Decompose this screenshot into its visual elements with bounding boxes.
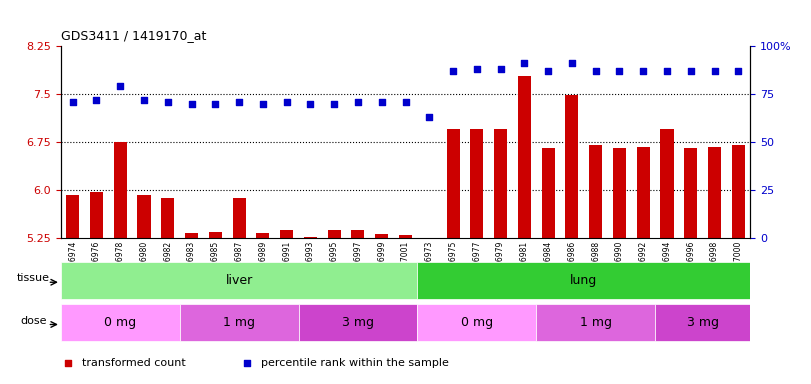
Bar [161, 198, 174, 238]
Bar [589, 145, 603, 238]
Bar [418, 262, 750, 299]
Point [233, 99, 246, 105]
Bar [655, 304, 750, 341]
Text: percentile rank within the sample: percentile rank within the sample [260, 358, 448, 368]
Point [90, 97, 103, 103]
Point [518, 60, 531, 66]
Bar [304, 237, 317, 238]
Point [351, 99, 364, 105]
Bar [114, 142, 127, 238]
Point [138, 97, 151, 103]
Bar [418, 304, 536, 341]
Point [494, 66, 507, 72]
Bar [684, 149, 697, 238]
Bar [233, 198, 246, 238]
Text: 3 mg: 3 mg [342, 316, 374, 329]
Point [399, 99, 412, 105]
Point [708, 68, 721, 74]
Bar [328, 230, 341, 238]
Point [67, 99, 79, 105]
Text: GDS3411 / 1419170_at: GDS3411 / 1419170_at [61, 29, 206, 42]
Bar [61, 304, 180, 341]
Point [375, 99, 388, 105]
Bar [637, 147, 650, 238]
Bar [494, 129, 507, 238]
Point [470, 66, 483, 72]
Text: 0 mg: 0 mg [104, 316, 136, 329]
Bar [180, 304, 298, 341]
Bar [351, 230, 364, 238]
Point [304, 101, 317, 107]
Point [161, 99, 174, 105]
Bar [298, 304, 418, 341]
Point [732, 68, 744, 74]
Bar [542, 149, 555, 238]
Point [280, 99, 293, 105]
Point [660, 68, 673, 74]
Bar [256, 233, 269, 238]
Bar [185, 233, 198, 238]
Point [256, 101, 269, 107]
Text: transformed count: transformed count [81, 358, 185, 368]
Bar [447, 129, 460, 238]
Bar [61, 262, 418, 299]
Bar [375, 233, 388, 238]
Point [209, 101, 222, 107]
Point [613, 68, 626, 74]
Point [240, 360, 253, 366]
Text: 1 mg: 1 mg [223, 316, 255, 329]
Point [61, 360, 75, 366]
Bar [208, 232, 222, 238]
Bar [565, 95, 578, 238]
Bar [613, 149, 626, 238]
Bar [280, 230, 294, 238]
Point [114, 83, 127, 89]
Text: dose: dose [20, 316, 47, 326]
Bar [536, 304, 655, 341]
Bar [732, 145, 744, 238]
Text: 1 mg: 1 mg [580, 316, 611, 329]
Point [565, 60, 578, 66]
Text: tissue: tissue [17, 273, 50, 283]
Point [542, 68, 555, 74]
Text: liver: liver [225, 274, 253, 287]
Point [447, 68, 460, 74]
Point [423, 114, 436, 120]
Bar [517, 76, 531, 238]
Bar [67, 195, 79, 238]
Point [637, 68, 650, 74]
Point [185, 101, 198, 107]
Point [589, 68, 602, 74]
Text: 3 mg: 3 mg [687, 316, 719, 329]
Point [684, 68, 697, 74]
Text: 0 mg: 0 mg [461, 316, 493, 329]
Bar [399, 235, 412, 238]
Bar [90, 192, 103, 238]
Bar [708, 147, 721, 238]
Text: lung: lung [570, 274, 598, 287]
Point [328, 101, 341, 107]
Bar [138, 195, 151, 238]
Bar [660, 129, 673, 238]
Bar [470, 129, 483, 238]
